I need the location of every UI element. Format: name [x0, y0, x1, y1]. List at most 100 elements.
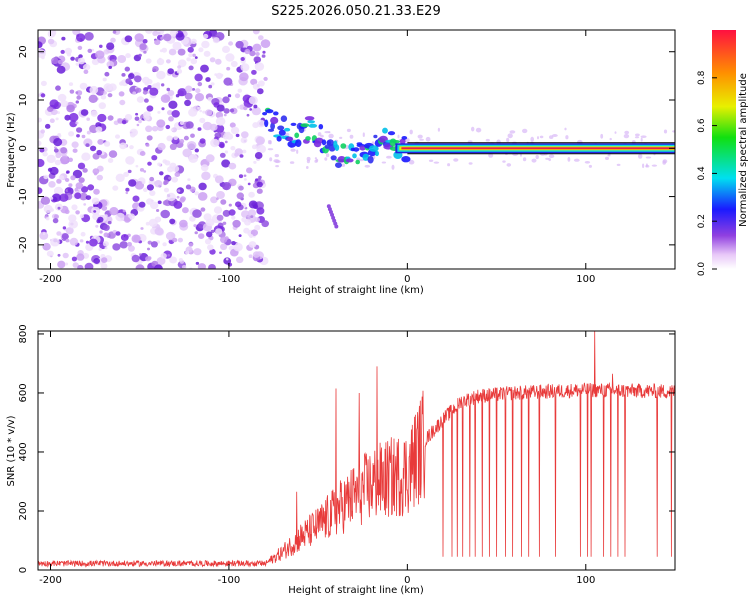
noise-speckle	[104, 246, 108, 250]
noise-speckle	[115, 173, 125, 182]
noise-speckle	[509, 130, 516, 134]
noise-speckle	[248, 241, 257, 248]
noise-speckle	[328, 133, 334, 139]
noise-speckle	[254, 217, 260, 223]
noise-speckle	[522, 128, 528, 134]
noise-speckle	[71, 256, 77, 262]
noise-speckle	[663, 129, 668, 134]
noise-speckle	[138, 201, 146, 208]
noise-speckle	[139, 43, 147, 51]
noise-speckle	[531, 158, 537, 163]
noise-speckle	[226, 66, 231, 71]
noise-speckle	[102, 77, 107, 82]
noise-speckle	[249, 108, 253, 111]
noise-speckle	[110, 37, 116, 43]
noise-speckle	[167, 90, 175, 96]
noise-speckle	[160, 94, 171, 103]
noise-speckle	[188, 242, 194, 247]
colorbar: 0.0 0.2 0.4 0.6 0.8 Normalized spectral ampl…	[697, 30, 749, 276]
noise-speckle	[640, 135, 647, 138]
colorbar-tick-label: 0.0	[697, 262, 707, 277]
noise-speckle	[166, 135, 173, 142]
snr-panel: -200 -100 0 100 0 200 400 600 800 Height of str…	[6, 324, 676, 596]
noise-speckle	[135, 165, 139, 168]
noise-speckle	[53, 148, 59, 153]
noise-speckle	[122, 209, 126, 213]
noise-speckle	[47, 167, 53, 172]
noise-speckle	[320, 134, 324, 138]
noise-speckle	[38, 187, 43, 194]
noise-speckle	[84, 32, 94, 41]
noise-speckle	[150, 241, 158, 248]
carrier-blob	[321, 139, 327, 146]
carrier-blob	[273, 111, 279, 116]
spectrogram-x-tick-label: -100	[218, 274, 241, 285]
noise-speckle	[75, 62, 80, 66]
noise-speckle	[252, 83, 260, 90]
noise-speckle	[87, 48, 93, 54]
noise-speckle	[209, 248, 216, 255]
snr-y-label: SNR (10 * v/v)	[6, 415, 17, 486]
noise-speckle	[157, 111, 161, 114]
carrier-blob	[304, 116, 315, 121]
noise-speckle	[106, 60, 115, 68]
colorbar-ticks: 0.0 0.2 0.4 0.6 0.8	[697, 70, 717, 276]
noise-speckle	[205, 109, 213, 116]
noise-speckle	[552, 134, 558, 137]
noise-speckle	[68, 131, 75, 137]
noise-speckle	[90, 145, 97, 152]
noise-speckle	[106, 42, 115, 50]
carrier-blob	[362, 153, 370, 161]
noise-speckle	[132, 91, 137, 95]
noise-speckle	[240, 57, 245, 61]
noise-speckle	[104, 71, 110, 77]
noise-speckle	[57, 260, 66, 269]
noise-speckle	[107, 93, 113, 98]
colorbar-tick-label: 0.2	[697, 214, 707, 228]
carrier-track-layer	[262, 107, 675, 229]
noise-speckle	[236, 256, 244, 264]
noise-speckle	[168, 48, 177, 56]
noise-speckle	[381, 161, 387, 164]
noise-speckle	[200, 164, 209, 172]
noise-speckle	[68, 82, 74, 86]
noise-speckle	[169, 143, 177, 150]
noise-speckle	[161, 47, 167, 53]
noise-speckle	[56, 231, 62, 236]
noise-speckle	[39, 231, 49, 240]
noise-speckle	[163, 181, 168, 186]
noise-speckle	[112, 185, 119, 191]
noise-speckle	[241, 131, 249, 139]
noise-speckle	[93, 258, 100, 264]
noise-speckle	[134, 33, 144, 42]
noise-speckle	[99, 230, 103, 234]
noise-speckle	[239, 154, 244, 158]
colorbar-tick-label: 0.4	[697, 166, 707, 181]
noise-speckle	[47, 106, 54, 112]
noise-speckle	[254, 224, 261, 231]
noise-speckle	[202, 121, 213, 131]
noise-speckle	[189, 186, 196, 193]
noise-speckle	[210, 82, 215, 86]
noise-speckle	[42, 232, 46, 235]
noise-speckle	[68, 112, 79, 122]
noise-speckle	[178, 258, 183, 262]
noise-speckle	[256, 181, 263, 188]
noise-speckle	[567, 157, 571, 162]
noise-speckle	[142, 39, 148, 44]
noise-speckle	[56, 178, 62, 184]
noise-speckle	[160, 209, 170, 219]
noise-speckle	[87, 184, 95, 191]
spectrogram-y-tick-label: 20	[18, 45, 29, 58]
noise-speckle	[248, 191, 255, 198]
noise-speckle	[58, 175, 65, 181]
noise-speckle	[185, 85, 193, 93]
noise-speckle	[169, 256, 178, 264]
noise-speckle	[54, 214, 59, 219]
noise-speckle	[314, 157, 317, 160]
noise-speckle	[296, 149, 299, 154]
noise-speckle	[341, 163, 346, 167]
noise-speckle	[92, 168, 100, 175]
noise-speckle	[75, 182, 84, 190]
noise-speckle	[115, 231, 121, 236]
